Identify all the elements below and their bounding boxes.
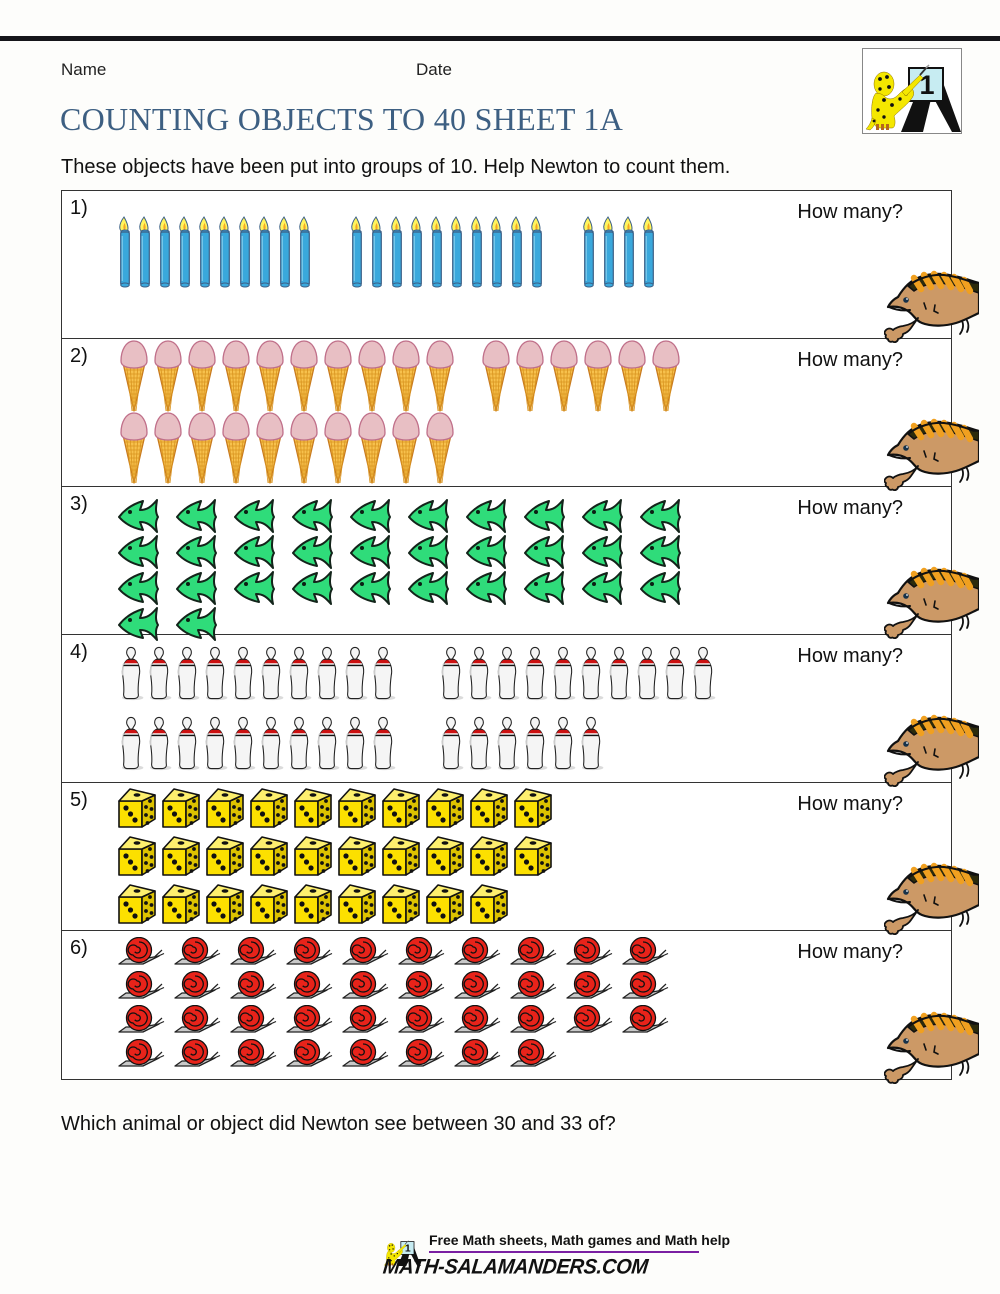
svg-text:1: 1 <box>919 70 934 100</box>
